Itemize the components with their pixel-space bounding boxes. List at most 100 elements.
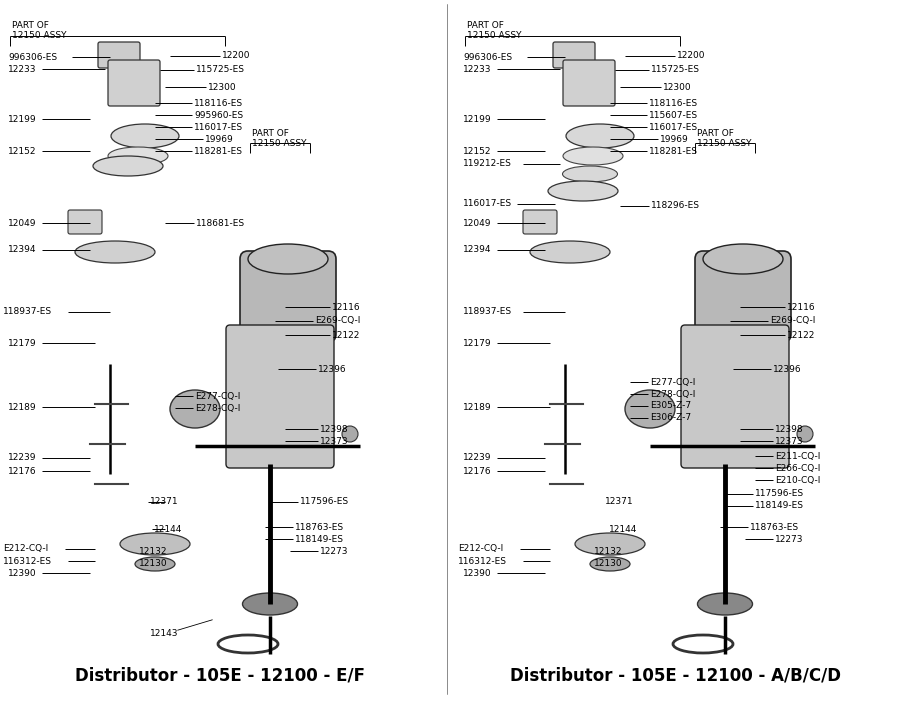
Text: 12300: 12300: [663, 82, 691, 92]
Text: 996306-ES: 996306-ES: [463, 53, 512, 61]
Text: E277-CQ-I: E277-CQ-I: [650, 377, 696, 386]
Text: 12179: 12179: [463, 339, 491, 348]
Text: 116017-ES: 116017-ES: [194, 122, 243, 132]
Text: 12371: 12371: [150, 498, 178, 506]
Text: 118296-ES: 118296-ES: [651, 201, 700, 210]
Text: 12239: 12239: [8, 453, 37, 463]
Text: 118116-ES: 118116-ES: [649, 99, 698, 108]
Text: 12176: 12176: [8, 467, 37, 475]
Text: 12394: 12394: [8, 246, 37, 255]
Text: 118116-ES: 118116-ES: [194, 99, 243, 108]
Text: 118763-ES: 118763-ES: [295, 522, 344, 532]
Ellipse shape: [170, 390, 220, 428]
Ellipse shape: [108, 147, 168, 165]
Text: 12176: 12176: [463, 467, 491, 475]
Ellipse shape: [242, 593, 298, 615]
Text: 12373: 12373: [320, 436, 348, 446]
Text: 117596-ES: 117596-ES: [300, 498, 349, 506]
FancyBboxPatch shape: [553, 42, 595, 68]
Text: 115725-ES: 115725-ES: [651, 65, 700, 75]
Text: 12199: 12199: [463, 115, 491, 123]
Ellipse shape: [548, 181, 618, 201]
Text: 115725-ES: 115725-ES: [196, 65, 245, 75]
Text: 12144: 12144: [154, 524, 183, 534]
Text: E210-CQ-I: E210-CQ-I: [775, 475, 821, 484]
FancyBboxPatch shape: [108, 60, 160, 106]
Text: 12373: 12373: [775, 436, 804, 446]
Text: 115607-ES: 115607-ES: [649, 111, 698, 120]
Text: PART OF: PART OF: [12, 22, 49, 30]
Text: E277-CQ-I: E277-CQ-I: [195, 391, 240, 401]
Text: 12179: 12179: [8, 339, 37, 348]
Text: 12273: 12273: [775, 534, 804, 543]
Text: 119212-ES: 119212-ES: [463, 160, 512, 168]
Text: 12199: 12199: [8, 115, 37, 123]
Ellipse shape: [562, 166, 617, 182]
Text: 118681-ES: 118681-ES: [196, 218, 245, 227]
Text: 12200: 12200: [222, 51, 250, 61]
FancyBboxPatch shape: [68, 210, 102, 234]
Ellipse shape: [530, 241, 610, 263]
Text: 118937-ES: 118937-ES: [3, 308, 52, 317]
Text: 12116: 12116: [332, 303, 361, 311]
FancyBboxPatch shape: [681, 325, 789, 468]
Text: 12152: 12152: [463, 146, 491, 156]
Text: 12273: 12273: [320, 546, 348, 555]
Text: E269-CQ-I: E269-CQ-I: [315, 317, 360, 325]
Text: 12233: 12233: [463, 65, 491, 73]
Ellipse shape: [698, 593, 752, 615]
Text: 12396: 12396: [318, 365, 346, 374]
Text: 12122: 12122: [787, 330, 815, 339]
Text: 12049: 12049: [8, 218, 37, 227]
Text: E212-CQ-I: E212-CQ-I: [3, 544, 49, 553]
Circle shape: [342, 426, 358, 442]
Text: 116312-ES: 116312-ES: [3, 556, 52, 565]
Text: 12396: 12396: [773, 365, 802, 374]
Text: 12116: 12116: [787, 303, 815, 311]
Circle shape: [797, 426, 813, 442]
Ellipse shape: [75, 241, 155, 263]
Ellipse shape: [563, 147, 623, 165]
Text: PART OF: PART OF: [252, 130, 289, 139]
Text: E269-CQ-I: E269-CQ-I: [770, 317, 815, 325]
FancyBboxPatch shape: [695, 251, 791, 342]
Text: PART OF: PART OF: [697, 130, 734, 139]
Ellipse shape: [575, 533, 645, 555]
Text: 116312-ES: 116312-ES: [458, 556, 507, 565]
Text: E211-CQ-I: E211-CQ-I: [775, 451, 821, 460]
Text: 12143: 12143: [150, 629, 178, 639]
Text: 12132: 12132: [139, 546, 167, 555]
Text: 12189: 12189: [463, 403, 491, 412]
Ellipse shape: [566, 124, 634, 148]
Text: E306-Z-7: E306-Z-7: [650, 413, 691, 422]
Text: 118149-ES: 118149-ES: [295, 534, 344, 543]
FancyBboxPatch shape: [523, 210, 557, 234]
Text: E266-CQ-I: E266-CQ-I: [775, 463, 821, 472]
Ellipse shape: [93, 156, 163, 176]
Text: 995960-ES: 995960-ES: [194, 111, 243, 120]
Text: 12152: 12152: [8, 146, 37, 156]
Text: 19969: 19969: [205, 134, 234, 144]
Text: 12122: 12122: [332, 330, 360, 339]
Ellipse shape: [625, 390, 675, 428]
Text: 12144: 12144: [609, 524, 637, 534]
Text: 12130: 12130: [594, 558, 623, 567]
Text: Distributor - 105E - 12100 - A/B/C/D: Distributor - 105E - 12100 - A/B/C/D: [509, 667, 841, 685]
Text: 996306-ES: 996306-ES: [8, 53, 57, 61]
Text: 12150 ASSY: 12150 ASSY: [467, 30, 521, 39]
Ellipse shape: [590, 557, 630, 571]
Text: 12233: 12233: [8, 65, 37, 73]
Text: 12390: 12390: [8, 569, 37, 577]
Text: Distributor - 105E - 12100 - E/F: Distributor - 105E - 12100 - E/F: [75, 667, 365, 685]
Text: 12130: 12130: [139, 558, 167, 567]
Text: 118763-ES: 118763-ES: [750, 522, 799, 532]
Text: 118149-ES: 118149-ES: [755, 501, 804, 510]
Text: 12132: 12132: [594, 546, 623, 555]
FancyBboxPatch shape: [98, 42, 140, 68]
Text: 118281-ES: 118281-ES: [649, 146, 698, 156]
Text: E278-CQ-I: E278-CQ-I: [195, 403, 240, 413]
Text: 118281-ES: 118281-ES: [194, 146, 243, 156]
Ellipse shape: [248, 244, 328, 274]
Text: 12200: 12200: [677, 51, 706, 61]
Text: 12150 ASSY: 12150 ASSY: [252, 139, 307, 148]
